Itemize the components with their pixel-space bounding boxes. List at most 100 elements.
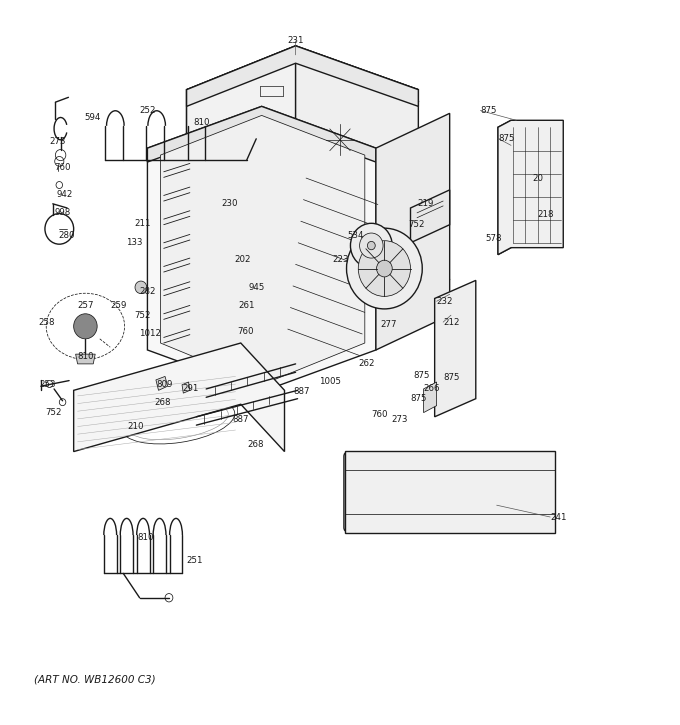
Point — [218, 235, 228, 247]
Point — [298, 166, 309, 178]
Point — [345, 126, 356, 138]
Point — [332, 304, 343, 316]
Point — [285, 174, 296, 186]
Text: 273: 273 — [50, 137, 66, 146]
Point — [188, 282, 199, 294]
Point — [208, 74, 219, 86]
Point — [260, 237, 271, 249]
Point — [399, 94, 410, 106]
Point — [328, 91, 339, 102]
Point — [367, 103, 377, 115]
Point — [333, 179, 344, 191]
Point — [273, 189, 284, 201]
Point — [333, 79, 343, 91]
Point — [277, 249, 288, 260]
Point — [405, 149, 415, 160]
Point — [235, 220, 246, 231]
Point — [220, 146, 231, 158]
Point — [267, 258, 278, 270]
Point — [324, 88, 335, 99]
Point — [220, 264, 231, 276]
Point — [337, 71, 347, 83]
Point — [337, 226, 347, 238]
Point — [400, 156, 411, 167]
Point — [274, 283, 285, 295]
Point — [262, 137, 273, 149]
Point — [317, 309, 328, 320]
Point — [341, 199, 352, 210]
Point — [193, 270, 204, 282]
Point — [304, 160, 315, 171]
Point — [258, 173, 269, 185]
Point — [330, 127, 341, 138]
Polygon shape — [411, 190, 449, 243]
Point — [345, 227, 356, 239]
Point — [407, 133, 418, 144]
Point — [188, 141, 199, 152]
Point — [356, 265, 367, 277]
Point — [274, 64, 285, 75]
Point — [267, 121, 277, 133]
Point — [354, 189, 365, 201]
Circle shape — [192, 320, 199, 328]
Point — [327, 262, 338, 274]
Point — [277, 128, 288, 140]
Point — [307, 74, 318, 86]
Text: 887: 887 — [233, 415, 249, 424]
Text: 266: 266 — [424, 384, 440, 394]
Point — [166, 211, 177, 223]
Point — [229, 107, 240, 119]
Point — [352, 175, 362, 187]
Point — [244, 136, 255, 148]
Point — [255, 117, 266, 129]
Text: 752: 752 — [45, 408, 61, 417]
Point — [278, 199, 289, 211]
Point — [358, 199, 369, 211]
Text: 232: 232 — [437, 297, 453, 306]
Text: (ART NO. WB12600 C3): (ART NO. WB12600 C3) — [35, 674, 156, 684]
Polygon shape — [186, 46, 418, 107]
Point — [326, 326, 337, 338]
Point — [441, 269, 452, 281]
Polygon shape — [296, 63, 418, 308]
Point — [257, 328, 268, 339]
Point — [376, 189, 387, 201]
Point — [309, 104, 320, 115]
Polygon shape — [424, 382, 437, 413]
Text: 212: 212 — [443, 318, 460, 327]
Point — [198, 97, 209, 109]
Point — [400, 87, 411, 99]
Point — [441, 279, 452, 291]
Point — [261, 78, 272, 90]
Point — [258, 334, 269, 346]
Point — [358, 160, 369, 171]
Point — [269, 180, 280, 191]
Point — [221, 175, 232, 187]
Point — [413, 95, 424, 107]
Point — [246, 355, 257, 367]
Point — [197, 176, 207, 188]
Point — [240, 371, 251, 383]
Point — [260, 254, 271, 266]
Text: 257: 257 — [78, 301, 94, 310]
Point — [371, 123, 382, 134]
Point — [235, 260, 246, 272]
Point — [287, 235, 298, 247]
Point — [221, 154, 232, 165]
Point — [335, 79, 346, 91]
Point — [289, 54, 300, 66]
Point — [158, 203, 169, 215]
Point — [297, 342, 308, 354]
Polygon shape — [186, 99, 200, 272]
Point — [396, 280, 407, 291]
Point — [416, 160, 427, 171]
Point — [256, 146, 267, 158]
Point — [238, 170, 249, 181]
Point — [369, 165, 379, 177]
Text: 578: 578 — [485, 234, 501, 243]
Point — [310, 148, 321, 160]
Point — [226, 126, 237, 138]
Circle shape — [350, 223, 392, 268]
Point — [217, 322, 228, 334]
Point — [297, 72, 308, 83]
